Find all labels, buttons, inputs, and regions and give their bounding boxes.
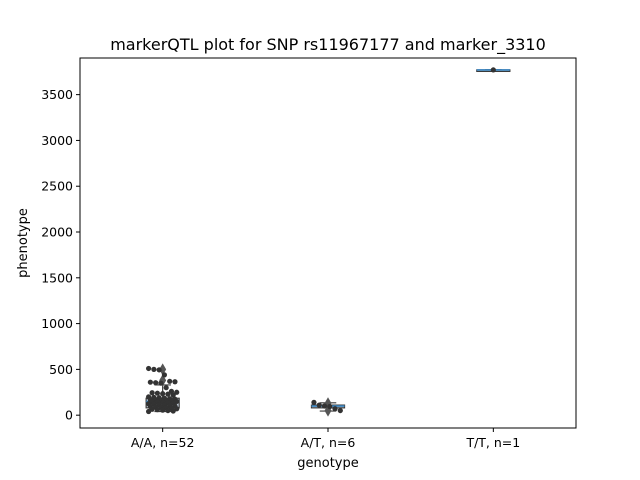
plot-area bbox=[145, 67, 511, 417]
data-point bbox=[158, 380, 164, 386]
data-point bbox=[154, 407, 160, 413]
data-point bbox=[490, 67, 496, 73]
data-point bbox=[332, 406, 338, 412]
data-point bbox=[161, 372, 168, 378]
genotype-group bbox=[476, 67, 511, 73]
data-point bbox=[146, 408, 152, 415]
data-point bbox=[163, 385, 169, 391]
genotype-group bbox=[310, 397, 346, 417]
data-point bbox=[174, 389, 180, 395]
data-point bbox=[170, 408, 176, 414]
data-point bbox=[327, 403, 333, 410]
data-point bbox=[154, 390, 160, 396]
y-tick-label: 3500 bbox=[41, 87, 73, 102]
data-point bbox=[311, 399, 317, 405]
y-tick-label: 0 bbox=[65, 408, 73, 423]
data-point bbox=[316, 402, 322, 408]
data-point bbox=[321, 403, 328, 409]
y-axis-label: phenotype bbox=[16, 208, 31, 278]
y-tick-label: 2500 bbox=[41, 179, 73, 194]
x-tick-label: A/T, n=6 bbox=[301, 435, 356, 450]
data-point bbox=[160, 407, 166, 413]
data-point bbox=[149, 390, 155, 396]
x-tick-label: A/A, n=52 bbox=[131, 435, 195, 450]
x-tick-label: T/T, n=1 bbox=[465, 435, 520, 450]
data-point bbox=[167, 378, 173, 384]
chart-title: markerQTL plot for SNP rs11967177 and ma… bbox=[110, 35, 546, 55]
data-point bbox=[165, 391, 171, 397]
y-tick-label: 1500 bbox=[41, 270, 73, 285]
y-tick-label: 3000 bbox=[41, 133, 73, 148]
data-point bbox=[160, 391, 166, 397]
data-point bbox=[147, 379, 153, 385]
data-point bbox=[153, 380, 159, 386]
data-point bbox=[146, 365, 152, 372]
x-axis-label: genotype bbox=[297, 456, 358, 471]
data-point bbox=[170, 392, 176, 398]
data-point bbox=[172, 379, 178, 385]
genotype-group bbox=[145, 363, 180, 415]
y-tick-label: 1000 bbox=[41, 316, 73, 331]
y-tick-label: 2000 bbox=[41, 225, 73, 240]
data-point bbox=[151, 366, 157, 372]
data-point bbox=[337, 407, 343, 414]
x-axis: A/A, n=52 A/T, n=6 T/T, n=1 bbox=[131, 428, 520, 450]
data-point bbox=[165, 407, 171, 414]
data-point bbox=[156, 367, 162, 373]
y-tick-label: 500 bbox=[49, 362, 73, 377]
y-axis: 0 500 1000 1500 2000 2500 3000 3500 bbox=[41, 87, 80, 423]
